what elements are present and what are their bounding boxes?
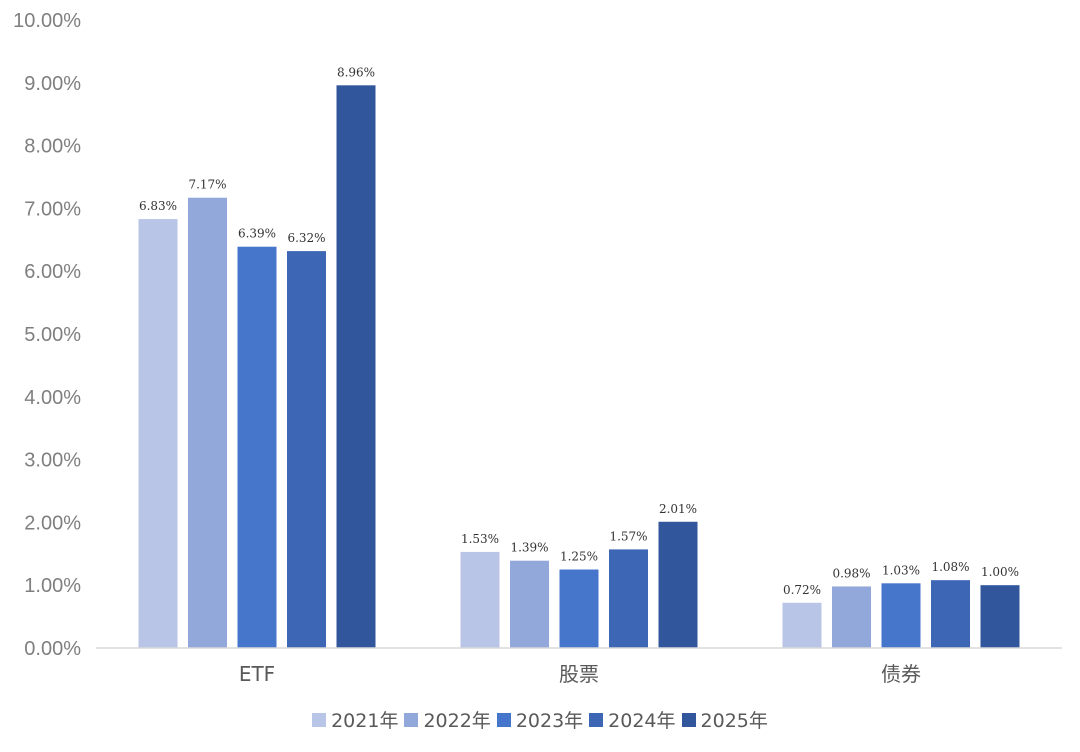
bar	[559, 569, 599, 648]
legend-label: 2022年	[423, 710, 491, 732]
bar	[609, 549, 648, 648]
data-label: 0.98%	[832, 566, 870, 580]
y-tick-label: 0.00%	[24, 638, 81, 660]
y-tick-label: 1.00%	[24, 575, 81, 597]
x-category-label: 股票	[559, 662, 599, 686]
legend-swatch	[681, 712, 696, 727]
legend-label: 2021年	[331, 710, 399, 732]
data-label: 1.53%	[461, 532, 499, 546]
bar	[782, 602, 822, 648]
x-category-label: 债券	[881, 662, 921, 686]
legend-label: 2025年	[700, 710, 768, 732]
bar	[881, 583, 921, 648]
x-axis: ETF 股票 债券	[239, 662, 921, 686]
y-axis: 0.00% 1.00% 2.00% 3.00% 4.00% 5.00% 6.00% 7.00%…	[13, 10, 81, 660]
data-label: 6.39%	[238, 227, 276, 241]
y-tick-label: 3.00%	[24, 450, 81, 472]
legend-item: 2025年	[681, 706, 768, 733]
legend-swatch	[404, 712, 419, 727]
legend-label: 2024年	[608, 710, 676, 732]
data-label: 1.03%	[882, 563, 920, 577]
data-label: 7.17%	[188, 178, 226, 192]
data-label: 1.39%	[510, 541, 548, 555]
bar	[138, 219, 178, 649]
y-tick-label: 6.00%	[24, 261, 81, 283]
bar	[460, 551, 500, 648]
data-label: 1.57%	[609, 529, 647, 543]
y-tick-label: 9.00%	[24, 73, 81, 95]
data-label: 1.08%	[931, 560, 969, 574]
legend-item: 2024年	[589, 706, 676, 733]
bar	[658, 521, 698, 648]
bar	[510, 560, 549, 648]
y-tick-label: 4.00%	[24, 387, 81, 409]
data-label: 8.96%	[337, 65, 375, 79]
legend-item: 2022年	[404, 706, 491, 733]
y-tick-label: 5.00%	[24, 324, 81, 346]
data-label: 6.32%	[287, 231, 325, 245]
bar	[832, 586, 871, 648]
x-category-label: ETF	[239, 662, 275, 686]
data-label: 1.00%	[981, 565, 1019, 579]
bar	[336, 85, 376, 648]
legend-label: 2023年	[515, 710, 584, 732]
bar	[980, 585, 1020, 648]
bars: 6.83% 7.17% 6.39% 6.32% 8.96% 1.53% 1.39% 1.25%…	[138, 65, 1020, 649]
y-tick-label: 8.00%	[24, 136, 81, 158]
legend-swatch	[312, 712, 327, 727]
y-tick-label: 2.00%	[24, 512, 81, 534]
data-label: 1.25%	[560, 550, 598, 564]
y-tick-label: 10.00%	[13, 10, 81, 32]
data-label: 2.01%	[659, 502, 697, 516]
bar	[188, 197, 227, 648]
data-label: 6.83%	[139, 199, 177, 213]
legend-item: 2023年	[496, 706, 584, 733]
legend: 2021年 2022年 2023年 2024年 2025年	[0, 706, 1080, 733]
legend-item: 2021年	[312, 706, 398, 733]
legend-swatch	[589, 712, 604, 727]
bar	[287, 251, 326, 648]
bar	[931, 580, 970, 648]
y-tick-label: 7.00%	[24, 198, 81, 220]
data-label: 0.72%	[783, 583, 821, 597]
legend-swatch	[496, 712, 511, 727]
bar	[237, 246, 277, 648]
